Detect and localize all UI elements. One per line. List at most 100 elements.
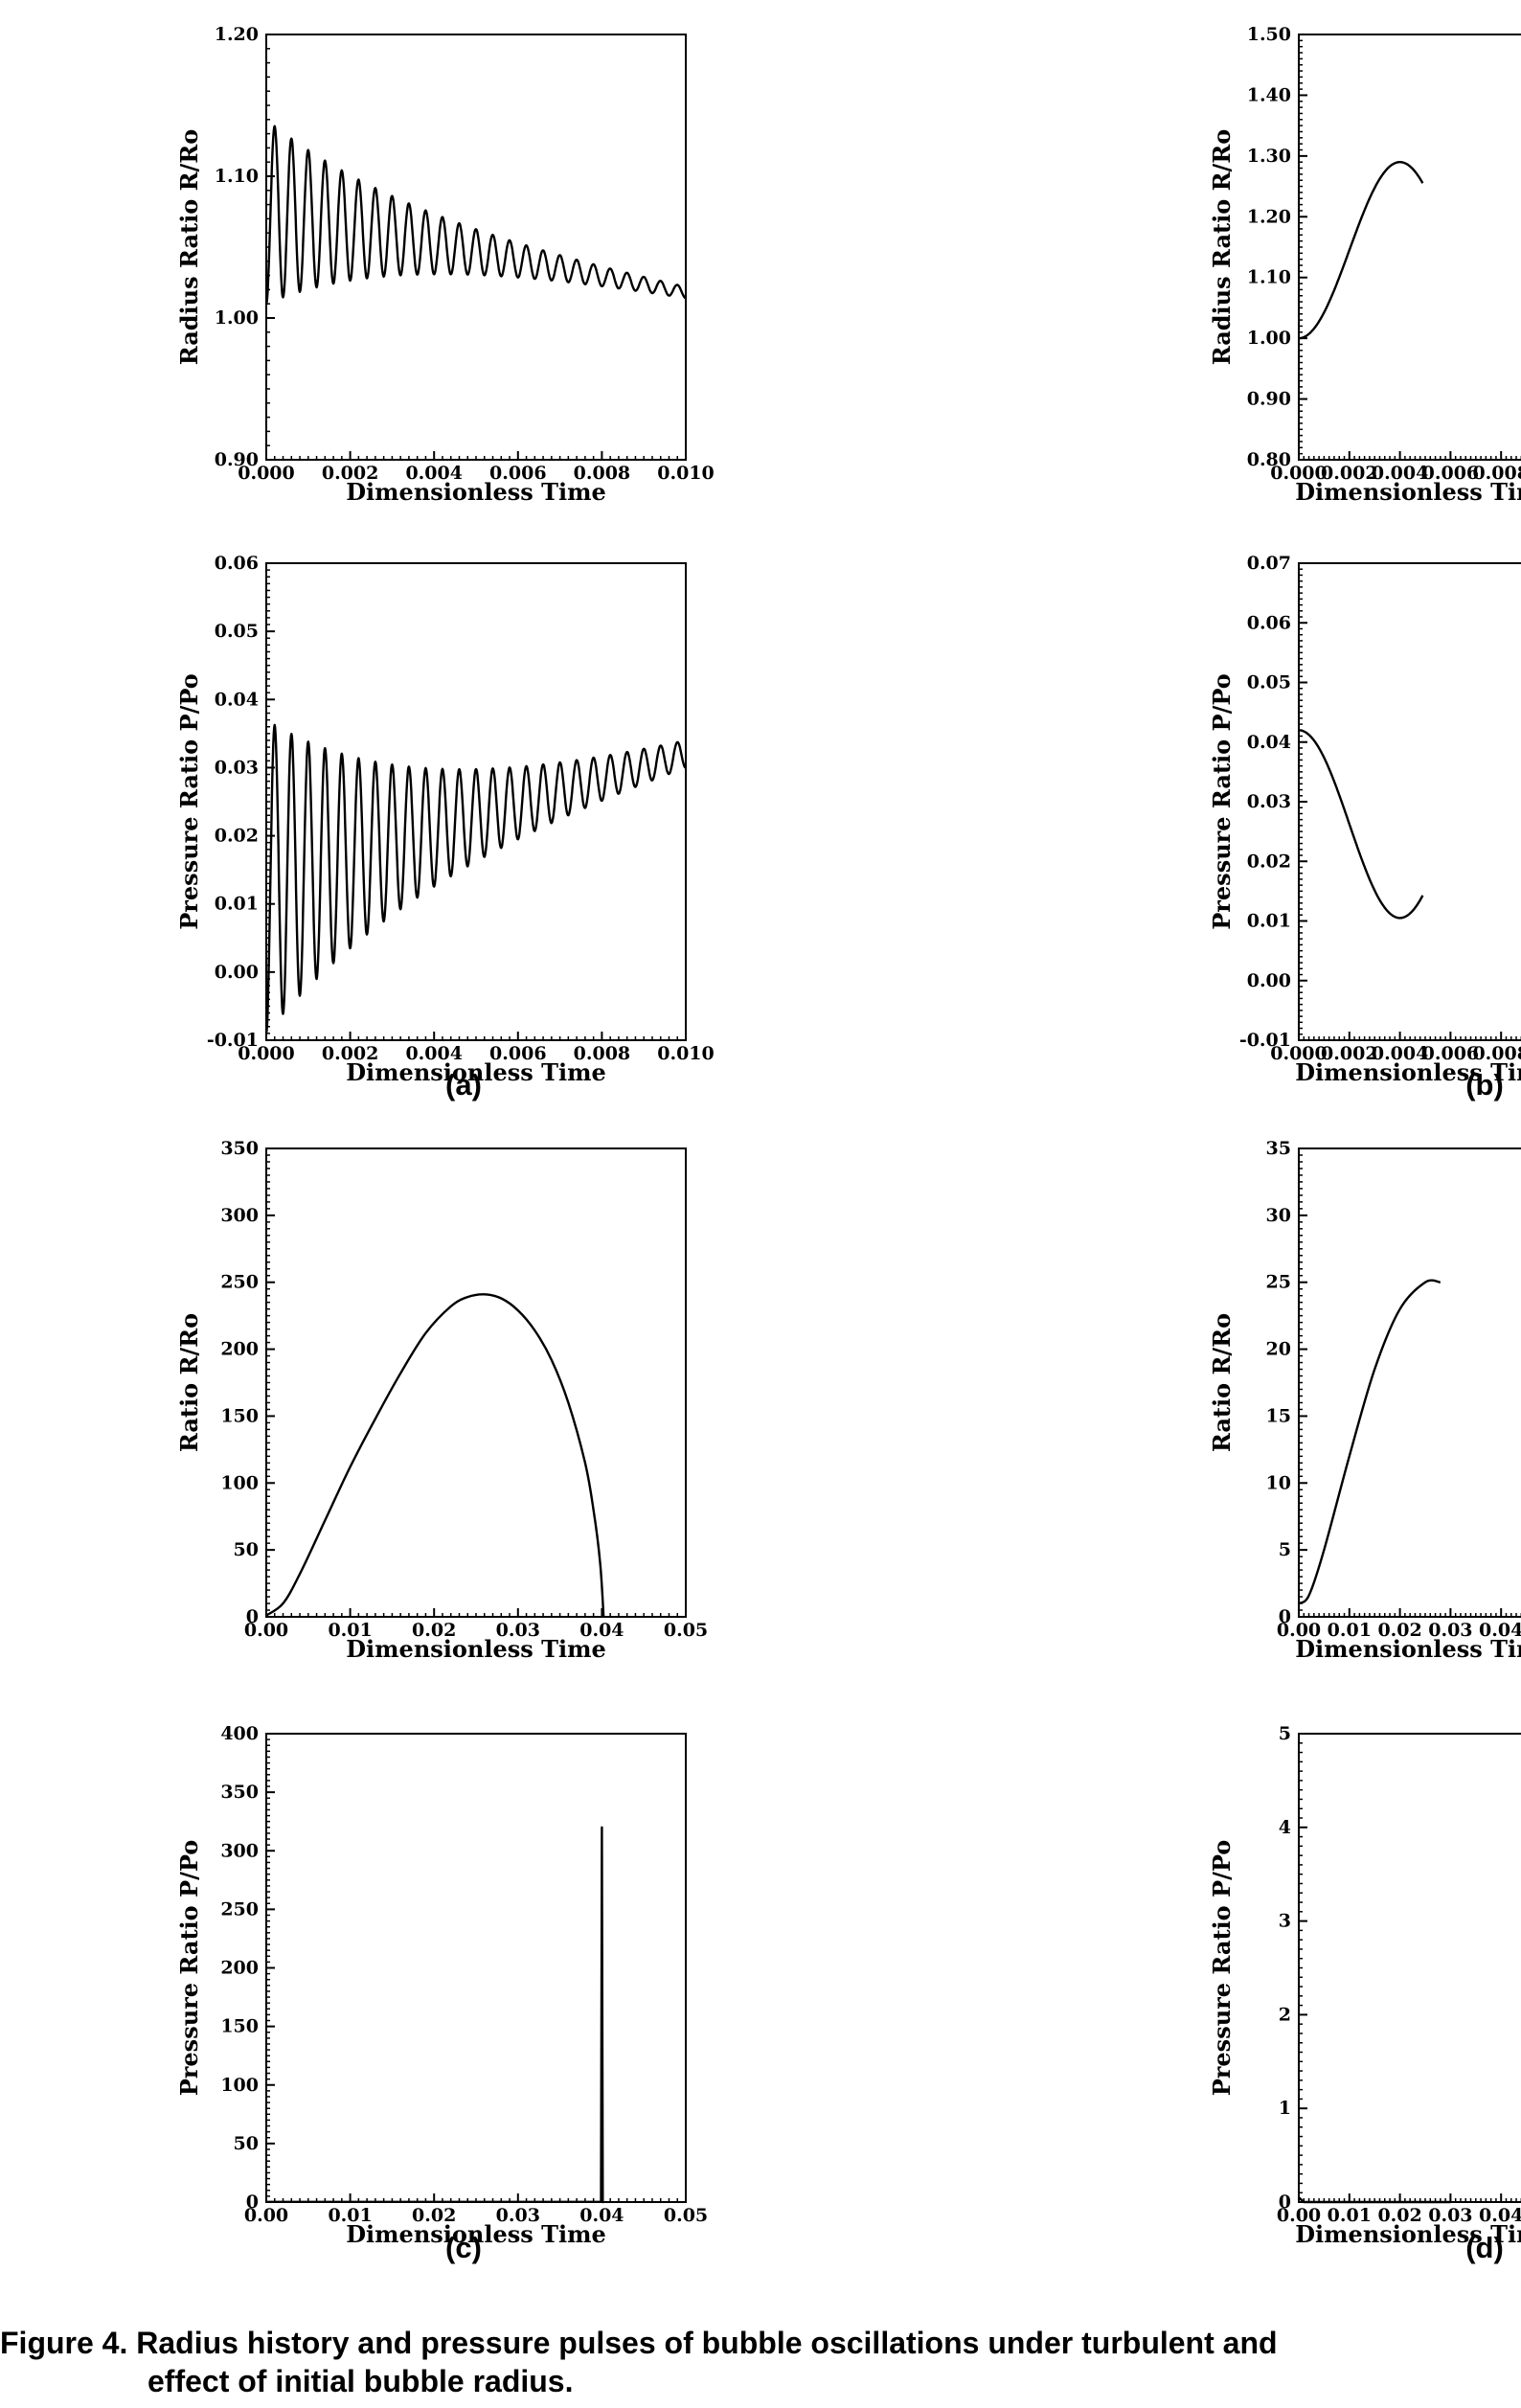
y-tick-label: 250 <box>220 1898 259 1920</box>
y-tick-label: 1.00 <box>215 307 259 329</box>
x-tick-label: 0.008 <box>574 463 631 484</box>
x-tick-label: 0.006 <box>489 463 547 484</box>
x-tick-label: 0.03 <box>1428 1620 1472 1641</box>
y-tick-label: 0.90 <box>215 449 259 470</box>
x-tick-label: 0.004 <box>405 463 463 484</box>
y-axis-label: Radius Ratio R/Ro <box>175 129 203 366</box>
y-tick-label: 10 <box>1266 1472 1291 1493</box>
x-tick-label: 0.02 <box>412 1620 456 1641</box>
x-tick-label: 0.02 <box>1377 2205 1421 2226</box>
series-line <box>264 723 687 1034</box>
x-tick-label: 0.008 <box>1472 463 1521 484</box>
x-tick-label: 0.000 <box>238 1043 295 1064</box>
chart-a-radius: 0.000 0.002 0.004 0.006 0.008 0.010 0.90 1.00 1.… <box>175 24 715 506</box>
y-tick-label: 400 <box>220 1723 259 1744</box>
y-tick-label: 0.01 <box>1247 911 1291 932</box>
x-tick-label: 0.01 <box>328 1620 372 1641</box>
x-tick-label: 0.002 <box>1321 463 1378 484</box>
x-tick-label: 0.00 <box>244 2205 288 2226</box>
y-tick-label: 0.05 <box>1247 672 1291 693</box>
y-tick-label: 0.01 <box>215 894 259 915</box>
y-tick-label: 0.00 <box>1247 970 1291 991</box>
chart-c-radius: 0.00 0.01 0.02 0.03 0.04 0.05 0 50 100 150 200 250 3… <box>175 1138 708 1663</box>
plot-frame <box>265 1147 687 1618</box>
y-tick-label: 0.02 <box>1247 851 1291 872</box>
x-tick-label: 0.04 <box>1479 2205 1521 2226</box>
y-axis-label: Radius Ratio R/Ro <box>1208 129 1236 366</box>
x-axis-label: Dimensionless Time <box>1295 2220 1521 2248</box>
series-line <box>1298 161 1424 340</box>
y-tick-label: 1.20 <box>1247 206 1291 227</box>
x-tick-label: 0.000 <box>1270 463 1328 484</box>
series-line <box>1298 729 1424 920</box>
y-axis-label: Ratio R/Ro <box>175 1313 203 1452</box>
x-axis-label: Dimensionless Time <box>346 1635 606 1663</box>
y-tick-label: 0.80 <box>1247 449 1291 470</box>
x-tick-label: 0.03 <box>496 2205 540 2226</box>
y-tick-label: 0.00 <box>215 962 259 983</box>
plot-frame <box>1298 1147 1521 1618</box>
y-axis-label: Pressure Ratio P/Po <box>175 673 203 930</box>
y-tick-label: 200 <box>220 1339 259 1360</box>
x-tick-label: 0.002 <box>322 1043 379 1064</box>
panel-label-c: (c) <box>445 2231 482 2264</box>
y-tick-label: 0.06 <box>1247 612 1291 633</box>
y-tick-label: 150 <box>220 2016 259 2037</box>
y-tick-label: 200 <box>220 1958 259 1979</box>
y-tick-label: 0.02 <box>215 826 259 847</box>
y-tick-label: 5 <box>1279 1723 1291 1744</box>
x-tick-label: 0.01 <box>1328 2205 1372 2226</box>
y-tick-label: 150 <box>220 1405 259 1426</box>
x-tick-label: 0.006 <box>1422 463 1480 484</box>
y-axis-label: Pressure Ratio P/Po <box>1208 1840 1236 2097</box>
x-axis-label: Dimensionless Time <box>1295 1635 1521 1663</box>
x-tick-label: 0.05 <box>664 2205 708 2226</box>
x-tick-label: 0.00 <box>244 1620 288 1641</box>
x-axis-label: Dimensionless Time <box>1295 478 1521 506</box>
chart-b-radius: 0.0000.0020.0040.0060.0080.0100.800.901.… <box>1208 24 1521 506</box>
y-tick-label: 1 <box>1279 2098 1291 2119</box>
panel-label-d: (d) <box>1465 2231 1504 2264</box>
x-tick-label: 0.010 <box>657 463 715 484</box>
y-tick-label: 25 <box>1266 1272 1291 1293</box>
y-tick-label: 0.06 <box>215 553 259 574</box>
x-tick-label: 0.006 <box>1422 1043 1480 1064</box>
y-tick-label: 300 <box>220 1840 259 1861</box>
plot-frame <box>265 562 687 1041</box>
x-axis-label: Dimensionless Time <box>346 478 606 506</box>
y-tick-label: 0.04 <box>1247 732 1291 753</box>
x-tick-label: 0.004 <box>405 1043 463 1064</box>
x-tick-label: 0.01 <box>328 2205 372 2226</box>
x-tick-label: 0.00 <box>1277 2205 1321 2226</box>
x-tick-label: 0.008 <box>1472 1043 1521 1064</box>
x-tick-label: 0.01 <box>1328 1620 1372 1641</box>
y-tick-label: 0 <box>246 2192 259 2213</box>
y-tick-label: 0.04 <box>215 689 259 710</box>
x-tick-label: 0.008 <box>574 1043 631 1064</box>
caption-line-1: Figure 4. Radius history and pressure pu… <box>0 2326 1278 2360</box>
x-axis-label: Dimensionless Time <box>346 1058 606 1086</box>
chart-c-pressure: 0.00 0.01 0.02 0.03 0.04 0.05 0 50 100 150 200 250 3… <box>175 1723 708 2248</box>
y-tick-label: 50 <box>234 2133 259 2154</box>
y-tick-label: 1.10 <box>215 166 259 187</box>
x-tick-label: 0.002 <box>1321 1043 1378 1064</box>
y-tick-label: 1.30 <box>1247 146 1291 167</box>
y-tick-label: 50 <box>234 1539 259 1560</box>
y-tick-label: 15 <box>1266 1405 1291 1426</box>
y-tick-label: 20 <box>1266 1339 1291 1360</box>
y-axis-label: Pressure Ratio P/Po <box>175 1840 203 2097</box>
x-tick-label: 0.05 <box>664 1620 708 1641</box>
x-tick-label: 0.03 <box>496 1620 540 1641</box>
y-tick-label: -0.01 <box>1239 1030 1291 1051</box>
x-tick-label: 0.002 <box>322 463 379 484</box>
y-tick-label: 5 <box>1279 1539 1291 1560</box>
y-tick-label: 1.40 <box>1247 84 1291 105</box>
y-tick-label: 250 <box>220 1272 259 1293</box>
y-tick-label: 3 <box>1279 1911 1291 1932</box>
y-tick-label: -0.01 <box>207 1030 259 1051</box>
plot-frame <box>265 1733 687 2203</box>
chart-d-radius: 0.000.010.020.030.040.0505101520253035Di… <box>1208 1138 1521 1663</box>
panel-label-b: (b) <box>1465 1068 1504 1102</box>
y-tick-label: 1.00 <box>1247 328 1291 349</box>
